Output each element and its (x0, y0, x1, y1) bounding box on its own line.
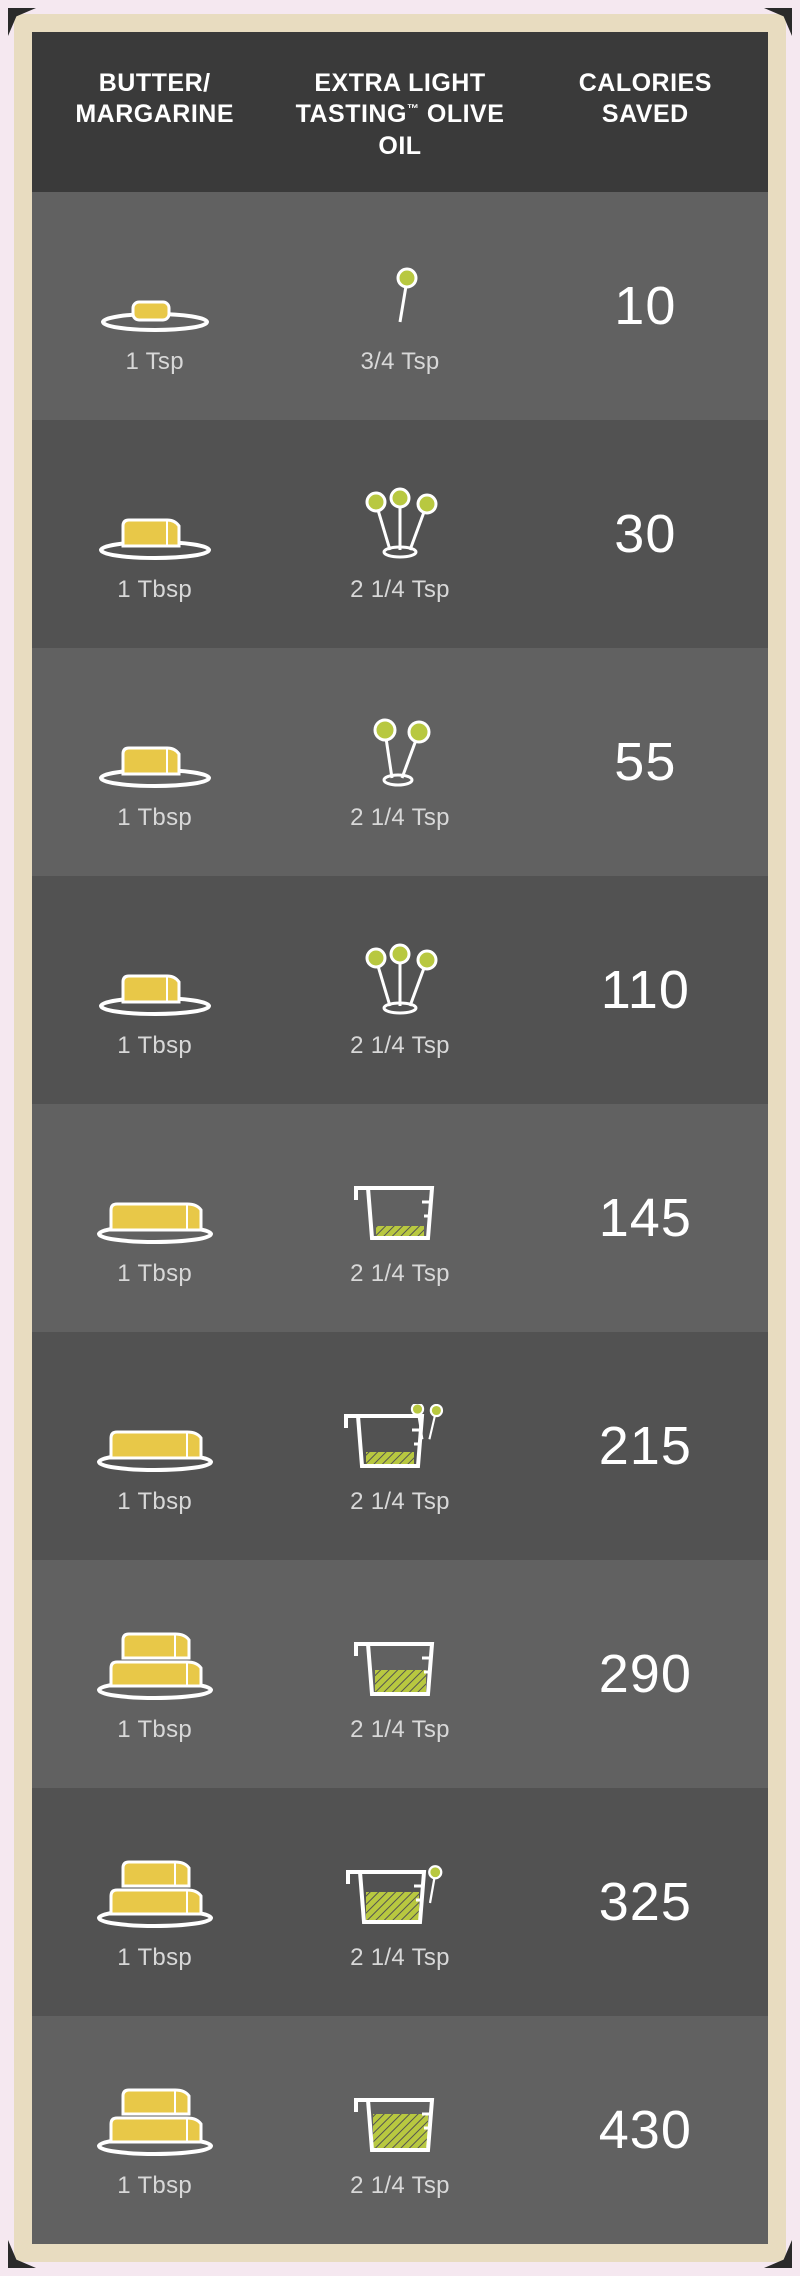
oil-cell: 2 1/4 Tsp (277, 1148, 522, 1288)
rows-container: 1 Tsp 3/4 Tsp 10 1 Tbsp 2 1/4 Tsp 30 1 Tbsp 2 1… (32, 192, 768, 2244)
table-row: 1 Tbsp 2 1/4 Tsp 145 (32, 1104, 768, 1332)
header-text: MARGARINE (75, 100, 234, 128)
butter-cell: 1 Tbsp (32, 920, 277, 1060)
oil-cell: 2 1/4 Tsp (277, 692, 522, 832)
olive-oil-icon (350, 1604, 450, 1702)
oil-cell: 2 1/4 Tsp (277, 920, 522, 1060)
header-text: EXTRA LIGHT (314, 69, 485, 97)
oil-label: 2 1/4 Tsp (350, 1488, 450, 1516)
calories-value: 290 (599, 1643, 692, 1705)
calories-cell: 30 (523, 503, 768, 565)
oil-label: 2 1/4 Tsp (350, 2172, 450, 2200)
oil-cell: 2 1/4 Tsp (277, 2060, 522, 2200)
calories-cell: 55 (523, 731, 768, 793)
table-row: 1 Tbsp 2 1/4 Tsp 430 (32, 2016, 768, 2244)
butter-label: 1 Tbsp (117, 1716, 192, 1744)
table-header: BUTTER/ MARGARINE EXTRA LIGHT TASTING™ O… (32, 32, 768, 192)
calories-cell: 215 (523, 1415, 768, 1477)
butter-cell: 1 Tbsp (32, 1832, 277, 1972)
butter-cell: 1 Tbsp (32, 1148, 277, 1288)
butter-label: 1 Tbsp (117, 1488, 192, 1516)
butter-label: 1 Tbsp (117, 804, 192, 832)
butter-icon (95, 1604, 215, 1702)
calories-value: 325 (599, 1871, 692, 1933)
butter-cell: 1 Tbsp (32, 464, 277, 604)
butter-cell: 1 Tbsp (32, 1376, 277, 1516)
oil-label: 2 1/4 Tsp (350, 1716, 450, 1744)
oil-cell: 2 1/4 Tsp (277, 464, 522, 604)
butter-label: 1 Tbsp (117, 576, 192, 604)
oil-cell: 2 1/4 Tsp (277, 1604, 522, 1744)
oil-label: 3/4 Tsp (360, 348, 439, 376)
butter-label: 1 Tbsp (117, 1944, 192, 1972)
butter-cell: 1 Tbsp (32, 2060, 277, 2200)
calories-cell: 10 (523, 275, 768, 337)
table-row: 1 Tbsp 2 1/4 Tsp 290 (32, 1560, 768, 1788)
corner-ornament-icon (764, 2240, 792, 2268)
oil-label: 2 1/4 Tsp (350, 1260, 450, 1288)
calories-cell: 325 (523, 1871, 768, 1933)
corner-ornament-icon (764, 8, 792, 36)
olive-oil-icon (350, 464, 450, 562)
olive-oil-icon (350, 236, 450, 334)
butter-icon (95, 920, 215, 1018)
header-col-calories: CALORIES SAVED (523, 68, 768, 162)
infographic-frame: BUTTER/ MARGARINE EXTRA LIGHT TASTING™ O… (14, 14, 786, 2262)
oil-label: 2 1/4 Tsp (350, 576, 450, 604)
butter-label: 1 Tbsp (117, 2172, 192, 2200)
corner-ornament-icon (8, 2240, 36, 2268)
calories-value: 430 (599, 2099, 692, 2161)
butter-icon (95, 692, 215, 790)
table-row: 1 Tsp 3/4 Tsp 10 (32, 192, 768, 420)
butter-cell: 1 Tsp (32, 236, 277, 376)
calories-value: 110 (601, 959, 690, 1021)
olive-oil-icon (350, 2060, 450, 2158)
olive-oil-icon (350, 920, 450, 1018)
butter-icon (95, 236, 215, 334)
olive-oil-icon (342, 1832, 457, 1930)
oil-cell: 3/4 Tsp (277, 236, 522, 376)
butter-cell: 1 Tbsp (32, 1604, 277, 1744)
calories-value: 10 (614, 275, 676, 337)
oil-label: 2 1/4 Tsp (350, 1032, 450, 1060)
table-row: 1 Tbsp 2 1/4 Tsp 215 (32, 1332, 768, 1560)
table-row: 1 Tbsp 2 1/4 Tsp 325 (32, 1788, 768, 2016)
olive-oil-icon (350, 1148, 450, 1246)
calories-value: 55 (614, 731, 676, 793)
butter-icon (95, 1832, 215, 1930)
oil-cell: 2 1/4 Tsp (277, 1832, 522, 1972)
header-text: SAVED (602, 100, 689, 128)
oil-label: 2 1/4 Tsp (350, 804, 450, 832)
calories-cell: 110 (523, 959, 768, 1021)
header-text: TASTING (296, 100, 407, 128)
table-row: 1 Tbsp 2 1/4 Tsp 30 (32, 420, 768, 648)
butter-label: 1 Tbsp (117, 1260, 192, 1288)
oil-label: 2 1/4 Tsp (350, 1944, 450, 1972)
header-col-oil: EXTRA LIGHT TASTING™ OLIVE OIL (277, 68, 522, 162)
calories-cell: 145 (523, 1187, 768, 1249)
header-col-butter: BUTTER/ MARGARINE (32, 68, 277, 162)
olive-oil-icon (350, 692, 450, 790)
calories-value: 215 (599, 1415, 692, 1477)
butter-icon (95, 1376, 215, 1474)
table-row: 1 Tbsp 2 1/4 Tsp 110 (32, 876, 768, 1104)
calories-cell: 430 (523, 2099, 768, 2161)
olive-oil-icon (340, 1376, 460, 1474)
calories-value: 145 (599, 1187, 692, 1249)
table-row: 1 Tbsp 2 1/4 Tsp 55 (32, 648, 768, 876)
trademark-symbol: ™ (407, 102, 420, 116)
butter-icon (95, 464, 215, 562)
butter-cell: 1 Tbsp (32, 692, 277, 832)
corner-ornament-icon (8, 8, 36, 36)
butter-icon (95, 1148, 215, 1246)
butter-label: 1 Tbsp (117, 1032, 192, 1060)
calories-cell: 290 (523, 1643, 768, 1705)
oil-cell: 2 1/4 Tsp (277, 1376, 522, 1516)
calories-value: 30 (614, 503, 676, 565)
butter-icon (95, 2060, 215, 2158)
header-text: BUTTER/ (99, 69, 211, 97)
butter-label: 1 Tsp (125, 348, 183, 376)
header-text: CALORIES (579, 69, 712, 97)
